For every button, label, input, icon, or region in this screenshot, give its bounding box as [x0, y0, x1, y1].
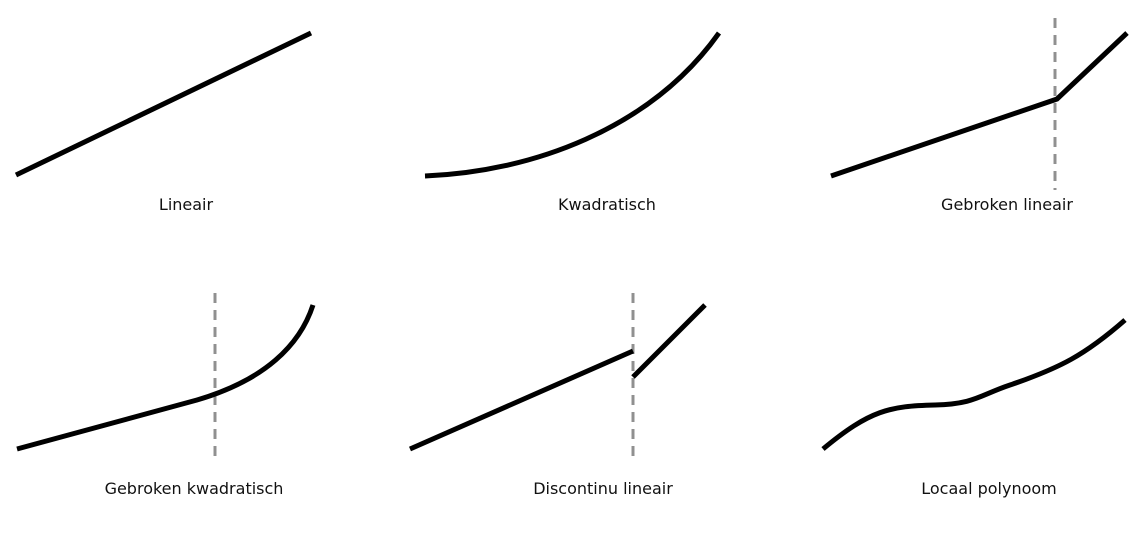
panel-label-linear: Lineair — [159, 195, 214, 214]
panel-label-piecewise-quadratic: Gebroken kwadratisch — [105, 479, 284, 498]
local-polynomial-curve — [821, 318, 1127, 451]
panel-label-quadratic: Kwadratisch — [558, 195, 656, 214]
panel-label-local-polynomial: Locaal polynoom — [921, 479, 1057, 498]
panel-label-discontinuous-linear: Discontinu lineair — [533, 479, 673, 498]
piecewise-quadratic-curve — [16, 304, 316, 452]
panel-linear: Lineair — [14, 30, 313, 214]
panel-local-polynomial: Locaal polynoom — [821, 318, 1127, 498]
linear-curve — [14, 30, 313, 178]
panel-piecewise-quadratic: Gebroken kwadratisch — [16, 293, 316, 498]
piecewise-linear-curve — [830, 31, 1129, 179]
discontinuous-linear-right-segment — [631, 303, 707, 379]
panel-quadratic: Kwadratisch — [424, 31, 722, 214]
quadratic-curve — [424, 31, 722, 179]
panel-piecewise-linear: Gebroken lineair — [830, 18, 1129, 214]
panel-discontinuous-linear: Discontinu lineair — [408, 293, 707, 498]
panel-label-piecewise-linear: Gebroken lineair — [941, 195, 1073, 214]
discontinuous-linear-left-segment — [408, 348, 635, 452]
